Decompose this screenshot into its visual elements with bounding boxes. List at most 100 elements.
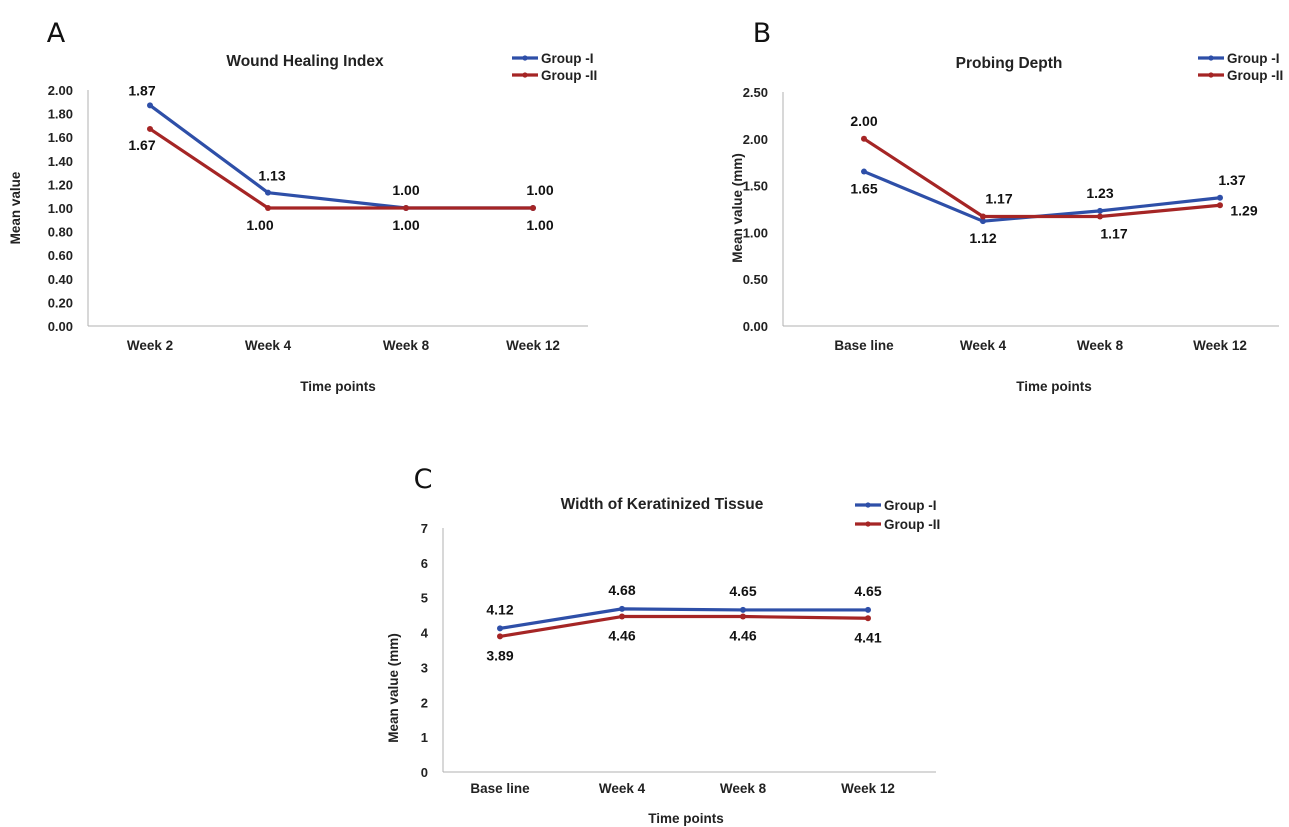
chart-title: Probing Depth bbox=[956, 55, 1063, 72]
data-point bbox=[619, 613, 625, 620]
data-label: 4.46 bbox=[729, 628, 756, 644]
data-label: 1.17 bbox=[985, 190, 1012, 206]
legend-label: Group -I bbox=[1227, 51, 1280, 66]
data-point bbox=[497, 633, 503, 640]
data-label: 1.00 bbox=[246, 217, 273, 233]
data-label: 1.00 bbox=[392, 182, 419, 198]
y-tick-label: 3 bbox=[421, 660, 428, 675]
data-point bbox=[147, 102, 153, 109]
y-tick-label: 0.00 bbox=[48, 319, 73, 334]
chart-title: Width of Keratinized Tissue bbox=[561, 496, 764, 513]
legend-marker bbox=[1208, 55, 1214, 61]
x-axis-title: Time points bbox=[300, 379, 376, 394]
data-label: 1.87 bbox=[128, 82, 155, 98]
data-point bbox=[403, 205, 409, 211]
x-tick-label: Week 2 bbox=[127, 338, 173, 353]
legend-label: Group -I bbox=[541, 51, 594, 66]
x-tick-label: Base line bbox=[834, 338, 894, 353]
chart-panel-c: C Width of Keratinized Tissue 0 1 2 3 4 5 6 7 Base… bbox=[386, 464, 940, 826]
data-point bbox=[865, 615, 871, 622]
data-point bbox=[1097, 207, 1103, 214]
data-point bbox=[740, 613, 746, 620]
panel-letter: A bbox=[47, 18, 66, 49]
chart-title: Wound Healing Index bbox=[226, 53, 384, 70]
data-label: 2.00 bbox=[850, 113, 877, 129]
y-tick-label: 1.50 bbox=[743, 179, 768, 194]
y-tick-label: 1.40 bbox=[48, 154, 73, 169]
chart-panel-a: A Wound Healing Index 0.00 0.20 0.40 0.60 0.80… bbox=[8, 18, 597, 394]
series-line bbox=[498, 614, 870, 639]
data-label: 1.29 bbox=[1230, 202, 1257, 218]
series-line bbox=[862, 169, 1222, 223]
y-tick-label: 1.00 bbox=[743, 225, 768, 240]
data-label: 1.65 bbox=[850, 181, 877, 197]
data-point bbox=[147, 125, 153, 132]
data-point bbox=[980, 218, 986, 225]
y-tick-label: 2 bbox=[421, 695, 428, 710]
data-point bbox=[865, 606, 871, 613]
data-label: 1.17 bbox=[1100, 225, 1127, 241]
data-label: 4.65 bbox=[854, 583, 881, 599]
x-tick-label: Week 12 bbox=[841, 781, 895, 796]
data-label: 4.68 bbox=[608, 582, 635, 598]
data-label: 1.67 bbox=[128, 137, 155, 153]
data-label: 1.37 bbox=[1218, 172, 1245, 188]
x-tick-label: Week 4 bbox=[245, 338, 292, 353]
y-tick-label: 2.00 bbox=[743, 132, 768, 147]
x-tick-label: Week 8 bbox=[383, 338, 430, 353]
data-label: 1.13 bbox=[258, 168, 285, 184]
data-point bbox=[265, 205, 271, 211]
data-point bbox=[1097, 213, 1103, 220]
data-label: 4.46 bbox=[608, 628, 635, 644]
y-tick-label: 0.80 bbox=[48, 225, 73, 240]
y-tick-label: 1 bbox=[421, 730, 428, 745]
data-label: 1.00 bbox=[526, 182, 553, 198]
legend-marker bbox=[1208, 72, 1214, 78]
y-tick-label: 0.00 bbox=[743, 319, 768, 334]
x-tick-label: Base line bbox=[470, 781, 530, 796]
y-tick-label: 0 bbox=[421, 765, 428, 780]
x-axis-title: Time points bbox=[648, 811, 724, 826]
legend-marker bbox=[865, 521, 871, 527]
y-tick-label: 7 bbox=[421, 521, 428, 536]
legend-label: Group -I bbox=[884, 498, 937, 513]
data-point bbox=[1217, 194, 1223, 201]
x-axis-title: Time points bbox=[1016, 379, 1092, 394]
data-point bbox=[1217, 202, 1223, 209]
data-point bbox=[530, 205, 536, 211]
data-point bbox=[497, 625, 503, 632]
y-axis-title: Mean value (mm) bbox=[386, 633, 401, 743]
y-tick-label: 2.50 bbox=[743, 85, 768, 100]
panel-letter: C bbox=[414, 464, 433, 495]
y-tick-label: 1.80 bbox=[48, 107, 73, 122]
series-line bbox=[862, 137, 1222, 219]
x-tick-label: Week 4 bbox=[960, 338, 1007, 353]
data-label: 1.00 bbox=[526, 217, 553, 233]
x-tick-label: Week 8 bbox=[1077, 338, 1124, 353]
y-tick-label: 2.00 bbox=[48, 83, 73, 98]
data-point bbox=[861, 135, 867, 142]
data-point bbox=[861, 168, 867, 175]
legend-label: Group -II bbox=[884, 517, 940, 532]
series-line bbox=[498, 607, 870, 630]
y-tick-label: 1.20 bbox=[48, 177, 73, 192]
panel-letter: B bbox=[753, 18, 772, 49]
chart-panel-b: B Probing Depth 0.00 0.50 1.00 1.50 2.00 2.50 Ba… bbox=[730, 18, 1283, 394]
data-label: 4.12 bbox=[486, 601, 513, 617]
data-label: 1.00 bbox=[392, 217, 419, 233]
data-label: 1.12 bbox=[969, 230, 996, 246]
series-line bbox=[148, 103, 535, 210]
data-point bbox=[619, 605, 625, 612]
y-axis-title: Mean value (mm) bbox=[730, 153, 745, 263]
y-tick-label: 1.00 bbox=[48, 201, 73, 216]
legend-marker bbox=[522, 72, 528, 78]
data-point bbox=[265, 189, 271, 196]
data-label: 1.23 bbox=[1086, 185, 1113, 201]
y-tick-label: 0.50 bbox=[743, 272, 768, 287]
y-tick-label: 0.60 bbox=[48, 248, 73, 263]
legend-marker bbox=[865, 502, 871, 508]
x-tick-label: Week 12 bbox=[506, 338, 560, 353]
data-point bbox=[740, 606, 746, 613]
series-line bbox=[148, 127, 535, 210]
